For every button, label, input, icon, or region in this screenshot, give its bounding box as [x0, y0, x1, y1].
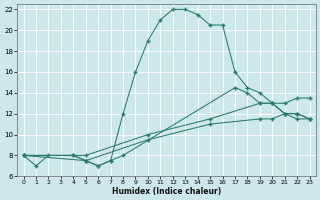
X-axis label: Humidex (Indice chaleur): Humidex (Indice chaleur) — [112, 187, 221, 196]
